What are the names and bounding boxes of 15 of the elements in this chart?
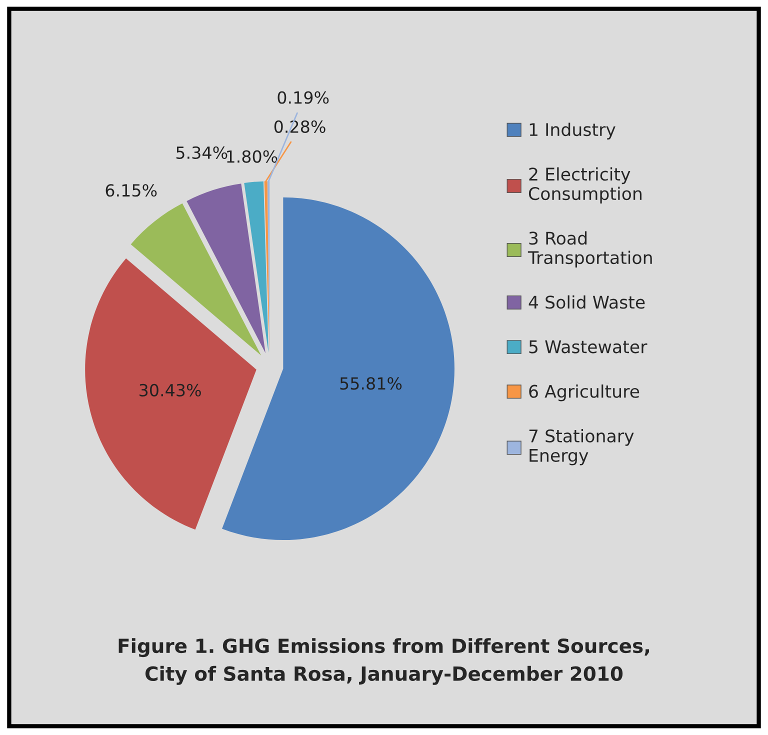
legend-label: 6 Agriculture (529, 384, 640, 402)
legend-label: 7 Stationary Energy (529, 429, 634, 466)
data-label: 5.34% (176, 146, 228, 159)
data-label: 0.19% (278, 91, 329, 104)
legend-label: 1 Industry (530, 122, 616, 140)
data-label: 55.81% (340, 377, 402, 390)
text: Figure 1. GHG Emissions from Different Sources, City of Santa Rosa, January-December 2010 (118, 638, 650, 685)
legend-label: 2 Electricity Consumption (528, 167, 642, 204)
data-label: 30.43% (140, 384, 201, 396)
data-label: 1.80% (227, 150, 278, 163)
legend-label: 5 Wastewater (529, 340, 648, 354)
legend-label: 4 Solid Waste (528, 295, 645, 309)
data-label: 0.28% (274, 120, 326, 133)
data-label: 6.15% (106, 184, 157, 197)
legend-label: 3 Road Transportation (528, 231, 652, 268)
